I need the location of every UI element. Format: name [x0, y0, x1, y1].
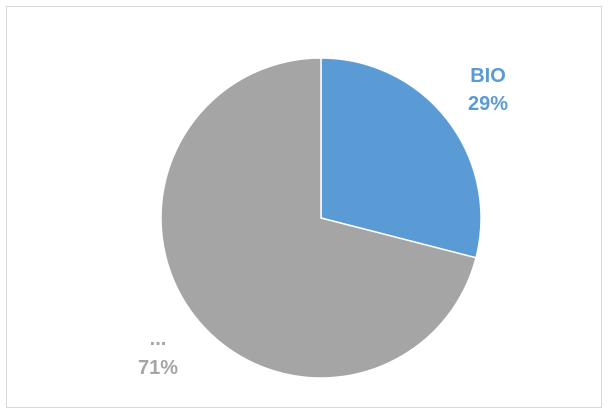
- pie-slice-bio: [320, 57, 482, 259]
- slice-name-other: ...: [150, 328, 167, 350]
- slice-label-other: ... 71%: [138, 328, 178, 379]
- slice-percent-other: 71%: [138, 357, 178, 379]
- pie-slice-other: [160, 57, 477, 379]
- slice-label-bio: BIO 29%: [468, 65, 508, 115]
- slice-name-bio: BIO: [470, 65, 506, 87]
- slice-percent-bio: 29%: [468, 93, 508, 115]
- pie-slices: [160, 57, 482, 379]
